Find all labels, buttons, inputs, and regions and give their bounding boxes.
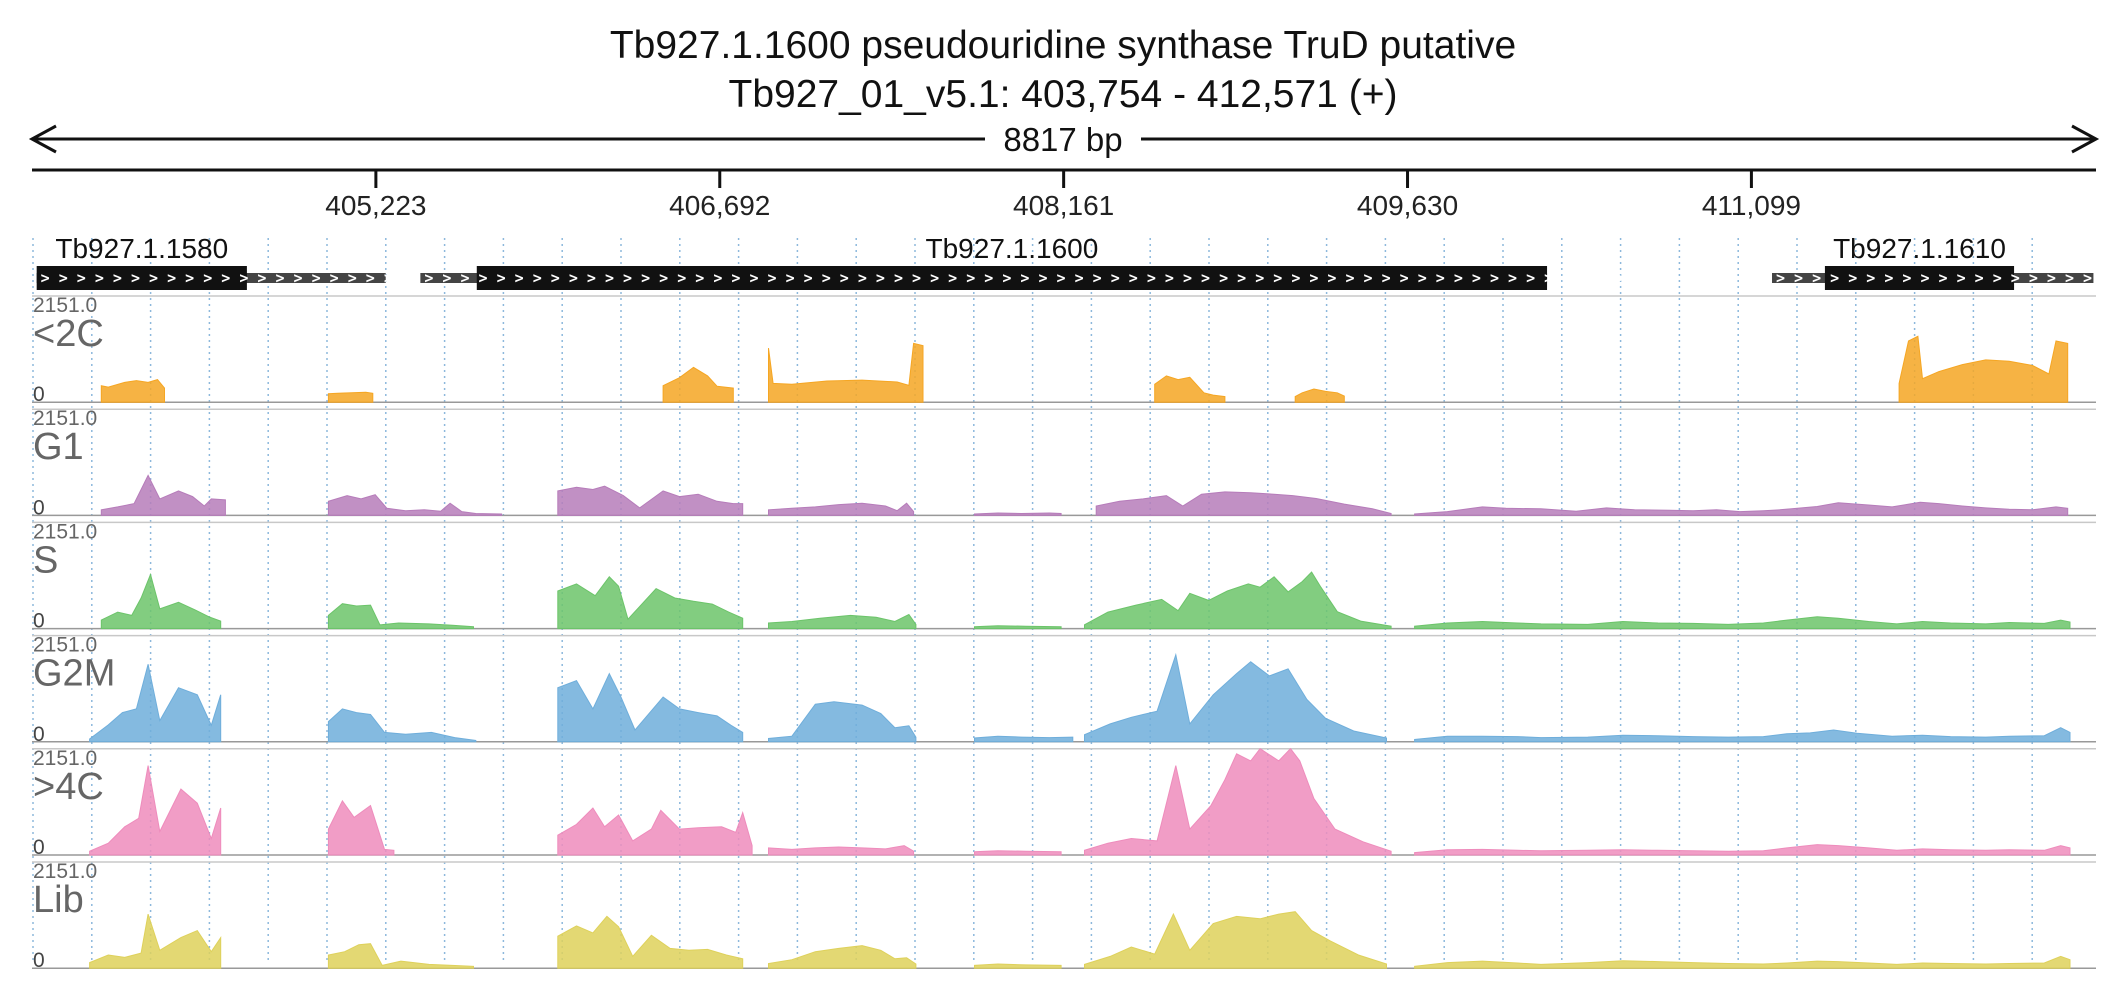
- tick-label: 406,692: [669, 190, 770, 221]
- coverage-area: [1414, 955, 2071, 969]
- tick-label: 408,161: [1013, 190, 1114, 221]
- gene-label: Tb927.1.1610: [1833, 233, 2006, 264]
- coverage-area: [768, 701, 917, 743]
- y-min-label: 0: [33, 949, 45, 972]
- track-<2C: 2151.0<2C 0: [32, 294, 2096, 406]
- coverage-area: [768, 342, 924, 403]
- coverage-area: [1084, 571, 1392, 630]
- strand-arrows: > > > > > > > > > > > > > > > > > > > > …: [424, 269, 1697, 287]
- track-name: G2M: [33, 653, 115, 695]
- coverage-area: [327, 603, 474, 630]
- coverage-area: [1294, 388, 1345, 403]
- coverage-area: [89, 664, 222, 743]
- coverage-area: [89, 913, 222, 969]
- coverage-area: [768, 945, 917, 969]
- tick-label: 411,099: [1702, 190, 1801, 221]
- track-name: <2C: [33, 313, 104, 355]
- coverage-area: [1154, 375, 1226, 403]
- coverage-area: [662, 366, 734, 403]
- cds-bar: [1824, 266, 2015, 290]
- coverage-tracks: 2151.0<2C02151.0G102151.0S02151.0G2M0215…: [32, 294, 2096, 972]
- span-label: 8817 bp: [1003, 121, 1122, 158]
- y-min-label: 0: [33, 836, 45, 859]
- tick-label: 409,630: [1357, 190, 1458, 221]
- coverage-area: [974, 512, 1062, 516]
- coverage-area: [89, 765, 222, 856]
- gene-Tb927.1.1580: > > > > > > > > > > > > > > > > > > > > …: [36, 233, 411, 290]
- coverage-area: [327, 708, 477, 743]
- gene-Tb927.1.1600: > > > > > > > > > > > > > > > > > > > > …: [420, 233, 1698, 290]
- y-min-label: 0: [33, 383, 45, 406]
- coverage-area: [974, 625, 1062, 630]
- coverage-area: [1084, 747, 1392, 856]
- cds-bar: [36, 266, 247, 290]
- coverage-area: [100, 572, 222, 630]
- coverage-area: [1084, 911, 1387, 969]
- strand-arrows: > > > > > > > > > > > > > > > > > > > >: [1776, 269, 2126, 287]
- y-min-label: 0: [33, 496, 45, 519]
- coverage-area: [557, 915, 744, 969]
- track-G1: 2151.0G1 0: [32, 407, 2096, 519]
- y-max-label: 2151.0: [33, 294, 97, 317]
- coverage-area: [327, 799, 395, 856]
- coverage-area: [1095, 491, 1392, 516]
- coverage-area: [974, 963, 1062, 969]
- y-max-label: 2151.0: [33, 747, 97, 770]
- coverage-area: [768, 502, 915, 516]
- cds-bar: [476, 266, 1548, 290]
- coverage-area: [1414, 616, 2071, 630]
- chart-title: Tb927.1.1600 pseudouridine synthase TruD…: [610, 24, 1516, 67]
- coverage-area: [974, 735, 1074, 743]
- y-max-label: 2151.0: [33, 634, 97, 657]
- coverage-area: [557, 576, 744, 630]
- coverage-area: [1414, 727, 2071, 743]
- y-max-label: 2151.0: [33, 860, 97, 883]
- gene-label: Tb927.1.1580: [55, 233, 228, 264]
- track-S: 2151.0S 0: [32, 520, 2096, 633]
- coverage-area: [100, 379, 165, 403]
- span-arrow: 8817 bp: [28, 119, 2100, 158]
- gene-label: Tb927.1.1600: [926, 233, 1099, 264]
- coverage-area: [1084, 652, 1387, 743]
- track-name: S: [33, 539, 58, 581]
- scale-ticks: 405,223 406,692 408,161 409,630 411,099: [325, 170, 1801, 221]
- coverage-area: [557, 672, 744, 743]
- coverage-area: [327, 943, 474, 969]
- gene-Tb927.1.1610: > > > > > > > > > > > > > > > > > > > > …: [1772, 233, 2126, 290]
- track-name: >4C: [33, 766, 104, 808]
- coverage-area: [974, 850, 1062, 856]
- coverage-area: [557, 807, 753, 856]
- track-name: Lib: [33, 879, 84, 921]
- coverage-area: [768, 845, 915, 856]
- track->4C: 2151.0>4C 0: [32, 747, 2096, 859]
- coverage-area: [327, 391, 374, 403]
- coverage-area: [1414, 501, 2069, 516]
- y-max-label: 2151.0: [33, 407, 97, 430]
- track-name: G1: [33, 426, 84, 468]
- coverage-area: [327, 494, 503, 516]
- coverage-area: [100, 474, 226, 516]
- y-min-label: 0: [33, 723, 45, 746]
- coverage-area: [1414, 844, 2071, 856]
- gene-track: > > > > > > > > > > > > > > > > > > > > …: [36, 233, 2126, 290]
- coverage-area: [1898, 335, 2069, 403]
- coverage-area: [557, 485, 744, 516]
- y-min-label: 0: [33, 610, 45, 633]
- chart-subtitle: Tb927_01_v5.1: 403,754 - 412,571 (+): [729, 73, 1398, 116]
- coverage-area: [768, 613, 917, 630]
- y-max-label: 2151.0: [33, 520, 97, 543]
- tick-label: 405,223: [325, 190, 426, 221]
- strand-arrows: > > > > > > > > > > > > > > > > > > > > …: [41, 269, 411, 287]
